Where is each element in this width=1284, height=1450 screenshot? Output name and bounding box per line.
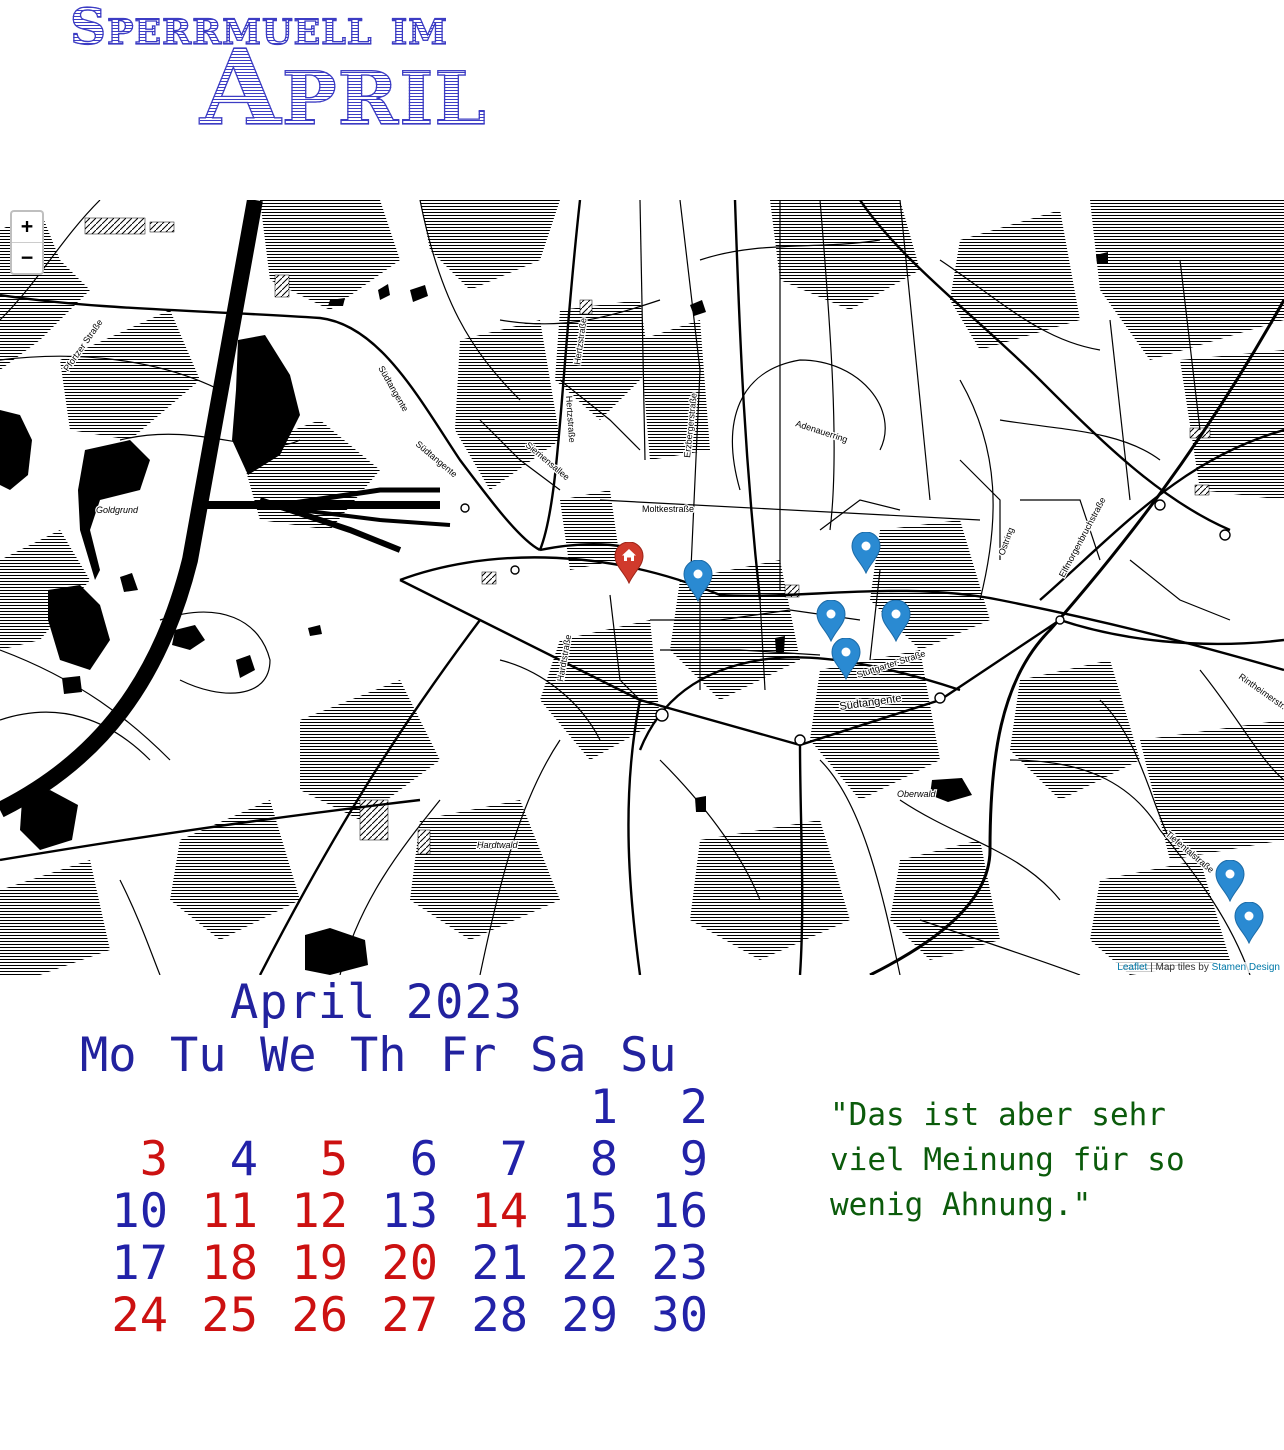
calendar-day: 20 (381, 1236, 438, 1291)
calendar-day: 24 (111, 1288, 168, 1343)
calendar-day: 9 (679, 1132, 708, 1187)
quote: "Das ist aber sehr viel Meinung für so w… (830, 1097, 1185, 1223)
calendar-week-row: 24 25 26 27 28 29 30 (78, 1288, 708, 1343)
calendar-day: 8 (589, 1132, 618, 1187)
calendar-day: 17 (111, 1236, 168, 1291)
calendar-day: 23 (651, 1236, 708, 1291)
motorways (0, 200, 1284, 975)
location-marker[interactable] (816, 599, 846, 643)
calendar-day: 4 (229, 1132, 258, 1187)
map-label: Hardtwald (477, 840, 519, 850)
weekday-label: Th (350, 1028, 407, 1083)
calendar-title: April 2023 (230, 975, 523, 1030)
diagonal-areas (84, 217, 1211, 855)
stamen-link[interactable]: Stamen Design (1211, 962, 1280, 973)
map-label: Hertzstraße (564, 395, 577, 443)
calendar-day: 22 (561, 1236, 618, 1291)
minor-roads (0, 200, 1284, 975)
calendar-day: 3 (139, 1132, 168, 1187)
map-label: Rintheimerstr. (1237, 671, 1284, 711)
map-label: Südtangente (414, 439, 460, 479)
calendar-day: 25 (201, 1288, 258, 1343)
location-marker[interactable] (683, 559, 713, 603)
title-line-1: Sperrmuell im (69, 0, 448, 62)
attribution-text: | Map tiles by (1147, 962, 1212, 973)
map-label: Oberwald (897, 789, 937, 799)
zoom-out-button[interactable]: − (20, 245, 34, 269)
calendar-day: 10 (111, 1184, 168, 1239)
map-label: Südtangente (376, 364, 410, 413)
location-marker[interactable] (831, 637, 861, 681)
home-marker[interactable] (614, 541, 644, 585)
home-icon (622, 549, 636, 561)
location-marker[interactable] (1234, 901, 1264, 945)
calendar-day: 28 (471, 1288, 528, 1343)
map-label: Adenauerring (794, 418, 848, 444)
weekday-label: Mo (80, 1028, 137, 1083)
calendar-empty-cell (258, 1080, 348, 1135)
calendar-day: 21 (471, 1236, 528, 1291)
calendar-day: 6 (409, 1132, 438, 1187)
calendar-day: 19 (291, 1236, 348, 1291)
calendar-day: 30 (651, 1288, 708, 1343)
calendar-day: 27 (381, 1288, 438, 1343)
weekday-label: Fr (440, 1028, 497, 1083)
water-areas (0, 252, 1108, 975)
location-marker[interactable] (1215, 859, 1245, 903)
calendar-empty-cell (78, 1080, 168, 1135)
location-marker[interactable] (851, 531, 881, 575)
calendar-day: 26 (291, 1288, 348, 1343)
calendar-day: 12 (291, 1184, 348, 1239)
calendar-empty-cell (348, 1080, 438, 1135)
calendar-day: 16 (651, 1184, 708, 1239)
leaflet-link[interactable]: Leaflet (1117, 962, 1148, 973)
calendar-day: 11 (201, 1184, 258, 1239)
zoom-in-button[interactable]: + (12, 212, 42, 243)
weekday-label: Tu (170, 1028, 227, 1083)
calendar-day: 1 (589, 1080, 618, 1135)
junctions (460, 499, 1231, 746)
calendar-week-row: 10 11 12 13 14 15 16 (78, 1184, 708, 1239)
map-label: Goldgrund (96, 505, 139, 515)
calendar-day: 2 (679, 1080, 708, 1135)
weekday-label: Sa (530, 1028, 587, 1083)
location-marker[interactable] (881, 599, 911, 643)
calendar-day: 29 (561, 1288, 618, 1343)
map-label: Ostring (996, 526, 1015, 557)
calendar-day: 14 (471, 1184, 528, 1239)
calendar-weekdays: Mo Tu We Th Fr Sa Su (78, 1028, 708, 1083)
map-tiles[interactable]: Südtangente Südtangente Goldgrund Pfortz… (0, 200, 1284, 975)
hatched-areas (0, 200, 1284, 975)
calendar-day: 7 (499, 1132, 528, 1187)
calendar-day: 15 (561, 1184, 618, 1239)
calendar-week-row: 17 18 19 20 21 22 23 (78, 1236, 708, 1291)
calendar-day: 13 (381, 1184, 438, 1239)
calendar-empty-cell (438, 1080, 528, 1135)
weekday-label: Su (620, 1028, 677, 1083)
title-line-2: April (199, 26, 487, 149)
weekday-label: We (260, 1028, 317, 1083)
calendar-day: 5 (319, 1132, 348, 1187)
map-label: Moltkestraße (642, 504, 694, 514)
map-attribution: Leaflet | Map tiles by Stamen Design (1113, 962, 1284, 973)
calendar-day: 18 (201, 1236, 258, 1291)
main-roads (0, 200, 1284, 975)
zoom-control: + − (10, 210, 44, 275)
calendar-week-row: 3 4 5 6 7 8 9 (78, 1132, 708, 1187)
map[interactable]: Südtangente Südtangente Goldgrund Pfortz… (0, 200, 1284, 975)
calendar-empty-cell (168, 1080, 258, 1135)
